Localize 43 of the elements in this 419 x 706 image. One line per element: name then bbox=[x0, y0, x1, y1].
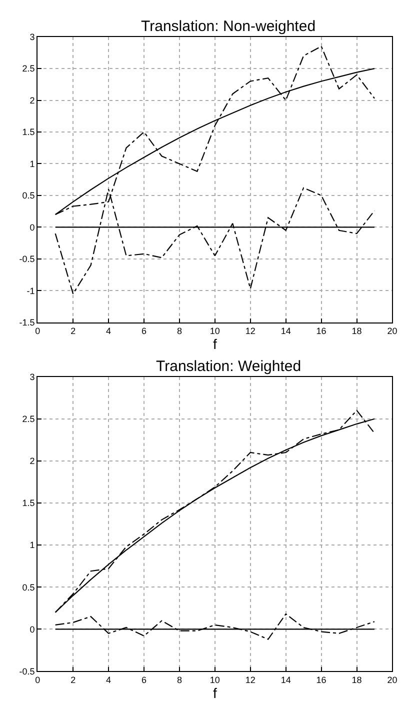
x-tick-label: 16 bbox=[316, 675, 326, 686]
y-tick-label: -0.5 bbox=[19, 666, 35, 676]
x-tick-label: 6 bbox=[141, 326, 146, 336]
x-tick-label: 10 bbox=[210, 326, 220, 336]
x-tick-label: 8 bbox=[176, 326, 182, 336]
x-tick-label: 18 bbox=[352, 326, 362, 336]
x-tick-label: 4 bbox=[106, 326, 112, 336]
y-tick-label: 2.5 bbox=[22, 64, 35, 74]
y-tick-label: 0 bbox=[30, 624, 35, 634]
y-tick-label: 1 bbox=[30, 158, 35, 169]
x-tick-label: 8 bbox=[176, 675, 182, 686]
x-axis-title: f bbox=[212, 336, 217, 352]
y-tick-label: 2 bbox=[30, 95, 35, 106]
x-tick-label: 10 bbox=[210, 675, 220, 686]
x-tick-label: 18 bbox=[352, 675, 362, 686]
x-tick-label: 20 bbox=[387, 326, 398, 336]
y-tick-label: 0.5 bbox=[22, 190, 35, 201]
x-tick-label: 20 bbox=[387, 675, 398, 686]
x-tick-label: 6 bbox=[141, 675, 146, 686]
y-tick-label: -1.5 bbox=[19, 318, 35, 328]
x-tick-label: 2 bbox=[70, 675, 76, 686]
x-tick-label: 14 bbox=[280, 675, 291, 686]
y-tick-label: -1 bbox=[26, 286, 35, 296]
y-tick-label: 1.5 bbox=[22, 498, 35, 508]
y-tick-label: 1 bbox=[30, 540, 35, 550]
y-tick-label: -0.5 bbox=[19, 254, 35, 264]
x-axis-title: f bbox=[212, 685, 217, 702]
y-tick-label: 2.5 bbox=[22, 414, 35, 424]
x-tick-label: 14 bbox=[280, 326, 291, 336]
x-tick-label: 12 bbox=[245, 675, 256, 686]
x-tick-label: 16 bbox=[316, 326, 326, 336]
y-tick-label: 0.5 bbox=[22, 582, 35, 592]
y-tick-label: 1.5 bbox=[22, 127, 35, 138]
x-tick-label: 12 bbox=[245, 326, 256, 336]
line-series bbox=[54, 613, 376, 640]
y-tick-label: 0 bbox=[30, 222, 35, 232]
y-tick-label: 2 bbox=[30, 456, 35, 466]
chart-title: Translation: Weighted bbox=[156, 358, 302, 375]
y-tick-label: 3 bbox=[30, 32, 35, 42]
chart-title: Translation: Non-weighted bbox=[141, 18, 316, 35]
y-tick-label: 3 bbox=[30, 372, 35, 382]
x-tick-label: 4 bbox=[106, 675, 112, 686]
x-tick-label: 2 bbox=[70, 326, 76, 336]
